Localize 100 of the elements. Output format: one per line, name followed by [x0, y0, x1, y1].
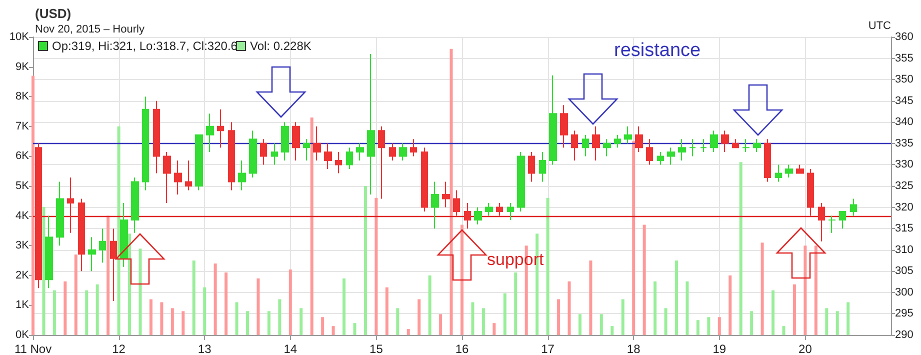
bar	[642, 224, 646, 335]
candlestick	[185, 160, 192, 191]
y-tick-label: 6K	[16, 150, 30, 162]
y2-tick-label: 310	[895, 244, 914, 256]
candlestick	[742, 138, 750, 152]
bar	[568, 281, 571, 335]
bar	[138, 248, 142, 335]
candlestick	[217, 108, 224, 148]
candlestick	[453, 190, 460, 216]
candlestick	[228, 122, 235, 191]
candlestick	[78, 198, 85, 272]
bar	[836, 311, 839, 335]
x-tick-label: 18	[626, 342, 641, 355]
bar	[149, 299, 152, 335]
candlestick	[689, 138, 696, 157]
bar	[224, 272, 228, 335]
bar	[686, 281, 689, 335]
candlestick	[271, 142, 278, 166]
bar	[288, 269, 292, 335]
candlestick	[346, 147, 353, 170]
y2-tick-label: 295	[895, 308, 914, 320]
y-tick-label: 7K	[16, 120, 30, 132]
candlestick	[539, 151, 546, 182]
bar	[471, 302, 474, 335]
y-tick-label: 4K	[16, 210, 30, 222]
candlestick	[421, 147, 428, 212]
bar	[385, 287, 388, 335]
bar	[718, 317, 721, 335]
y2-tick-label: 325	[895, 180, 914, 192]
candlestick	[67, 176, 74, 234]
bar	[514, 272, 518, 335]
candlestick	[614, 134, 621, 148]
candlestick	[431, 181, 439, 230]
bar	[192, 260, 196, 335]
candlestick	[335, 151, 342, 174]
y2-tick-label: 305	[895, 265, 914, 278]
y-tick-label: 0K	[16, 329, 30, 341]
y2-tick-label: 355	[895, 52, 914, 64]
y2-tick-label: 290	[895, 329, 914, 341]
candlestick	[260, 138, 267, 166]
bar	[256, 278, 260, 335]
bar	[267, 311, 270, 335]
y-tick-label: 10K	[9, 31, 30, 43]
bar	[482, 308, 485, 335]
bar	[492, 323, 496, 335]
bar	[300, 308, 303, 335]
x-tick-label: 20	[798, 342, 812, 355]
bar	[814, 246, 818, 335]
bar	[182, 311, 185, 335]
chart-subtitle: Nov 20, 2015 – Hourly	[35, 24, 145, 36]
candlestick	[389, 142, 396, 161]
x-tick-label: 15	[370, 342, 384, 355]
candlestick	[678, 138, 686, 161]
bar	[557, 299, 560, 335]
candlestick	[174, 160, 182, 196]
y2-tick-label: 300	[895, 286, 914, 298]
bar	[418, 299, 421, 335]
bar	[578, 314, 582, 335]
candlestick	[753, 138, 761, 152]
bar	[760, 242, 764, 335]
bar	[64, 281, 67, 335]
annotation: Op:319, Hi:321, Lo:318.7, Cl:320.6	[52, 39, 238, 53]
candlestick	[721, 130, 729, 152]
candlestick	[850, 198, 857, 216]
candlestick	[507, 202, 514, 221]
y-tick-label: 3K	[16, 240, 30, 252]
bar	[42, 206, 46, 335]
y2-tick-label: 345	[895, 94, 914, 107]
candlestick	[195, 134, 203, 191]
candlestick	[99, 228, 106, 264]
annotation: support	[487, 250, 544, 270]
y2-tick-label: 350	[895, 74, 914, 86]
bar	[664, 308, 668, 335]
bar	[460, 224, 464, 335]
bar	[106, 216, 110, 335]
candlestick	[796, 164, 804, 174]
annotation: resistance	[614, 40, 701, 62]
bar	[632, 141, 636, 335]
candlestick	[206, 113, 214, 152]
candlestick	[785, 164, 793, 178]
candlestick	[549, 74, 557, 166]
bar	[406, 329, 410, 335]
bar	[621, 299, 624, 335]
candlestick	[828, 215, 836, 234]
candlestick	[732, 138, 739, 148]
x-tick-label: 13	[198, 342, 212, 355]
candlestick	[356, 142, 364, 161]
bar	[696, 320, 700, 335]
candlestick	[56, 181, 64, 246]
candlestick	[571, 130, 578, 161]
y2-tick-label: 340	[895, 116, 914, 128]
bar	[503, 293, 506, 335]
bar	[739, 162, 742, 335]
candlestick	[775, 164, 782, 182]
bar	[792, 284, 796, 335]
x-tick-label: 16	[455, 342, 469, 355]
y2-tick-label: 315	[895, 222, 914, 235]
candlestick	[131, 176, 139, 234]
candlestick	[624, 126, 632, 144]
candlestick	[110, 228, 117, 302]
